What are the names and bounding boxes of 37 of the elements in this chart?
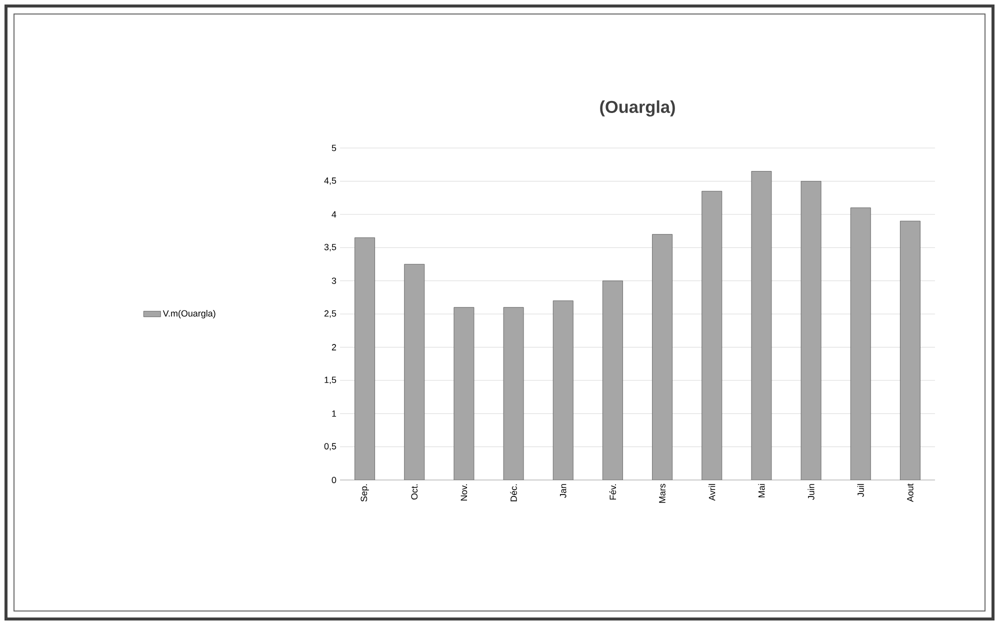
- bar: [850, 208, 871, 480]
- x-tick-label: Aout: [907, 484, 914, 502]
- chart-title: (Ouargla): [600, 100, 675, 117]
- x-tick-label: Juin: [808, 484, 814, 500]
- y-tick-label: 2,5: [324, 310, 336, 318]
- x-tick-label: Fév.: [609, 484, 616, 500]
- y-tick-label: 0,5: [324, 443, 336, 450]
- x-tick-label: Avril: [708, 484, 716, 501]
- y-tick-label: 2: [332, 344, 336, 350]
- bar: [800, 180, 822, 480]
- bar: [404, 264, 425, 480]
- x-tick-label: Mars: [659, 484, 666, 503]
- bar: [702, 190, 722, 480]
- bar: [900, 220, 920, 480]
- y-tick-label: 5: [332, 144, 336, 152]
- y-tick-label: 4: [332, 211, 336, 218]
- y-tick-label: 0: [332, 476, 336, 484]
- bar: [552, 300, 574, 480]
- x-tick-label: Déc.: [510, 484, 517, 502]
- bar: [652, 234, 672, 480]
- x-tick-label: Oct.: [411, 484, 418, 500]
- y-tick-label: 3,5: [324, 244, 336, 252]
- x-tick-label: Mai: [758, 484, 765, 498]
- y-tick-label: 3: [332, 278, 336, 284]
- x-tick-label: Nov.: [460, 484, 468, 501]
- y-tick-label: 1,5: [324, 376, 336, 384]
- y-tick-label: 1: [332, 410, 336, 417]
- bar: [454, 307, 474, 480]
- bar: [503, 307, 524, 480]
- x-tick-label: Sep.: [360, 484, 369, 502]
- x-tick-label: Jan: [560, 484, 566, 498]
- bar: [354, 237, 375, 480]
- bar: [602, 280, 623, 480]
- y-tick-label: 4,5: [324, 178, 336, 185]
- bar: [751, 171, 772, 480]
- legend-label: V.m(Ouargla): [162, 310, 216, 318]
- x-tick-label: Juil: [857, 484, 864, 497]
